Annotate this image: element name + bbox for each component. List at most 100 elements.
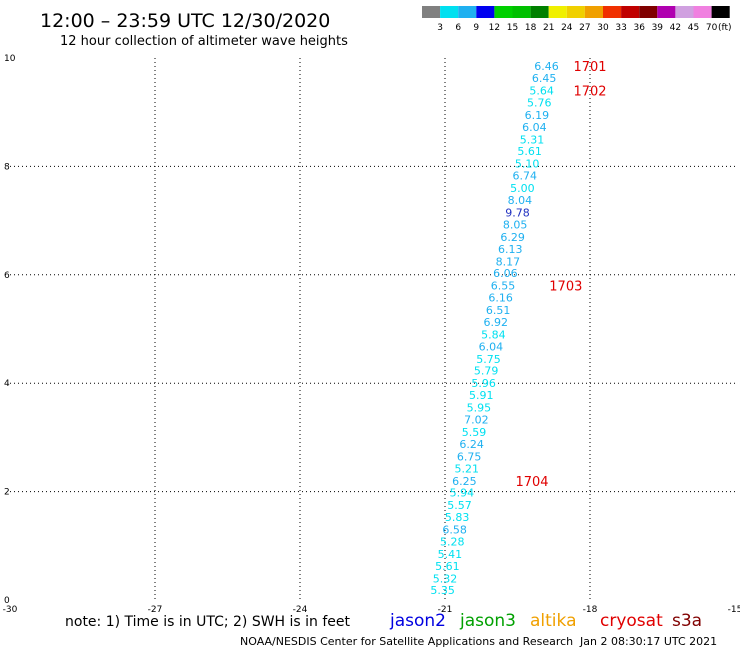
wave-height-point: 6.92 (484, 316, 509, 329)
wave-height-point: 6.46 (534, 60, 559, 73)
legend-swatch (494, 6, 513, 18)
time-annotation: 1701 (573, 60, 606, 75)
satellite-label-jason3: jason3 (459, 611, 516, 631)
wave-height-point: 6.29 (500, 231, 525, 244)
wave-height-point: 8.04 (508, 194, 533, 207)
legend-swatch (530, 6, 549, 18)
wave-height-point: 5.31 (520, 133, 545, 146)
legend-label: 36 (633, 23, 645, 33)
satellite-label-cryosat: cryosat (600, 611, 663, 631)
legend-swatch (639, 6, 658, 18)
legend-swatch (548, 6, 567, 18)
legend-unit: (ft) (718, 23, 732, 33)
wave-height-point: 6.74 (513, 170, 538, 183)
x-tick-label: -30 (3, 605, 18, 615)
wave-height-point: 5.10 (515, 158, 540, 171)
y-tick-label: 6 (4, 271, 10, 281)
legend-label: 18 (525, 23, 537, 33)
legend-label: 39 (652, 23, 664, 33)
y-tick-label: 8 (4, 162, 10, 172)
legend-label: 9 (473, 23, 479, 33)
wave-height-point: 6.58 (442, 524, 467, 537)
wave-height-point: 5.61 (517, 145, 542, 158)
wave-height-point: 5.61 (435, 560, 460, 573)
y-tick-label: 4 (4, 379, 10, 389)
y-tick-label: 2 (4, 488, 10, 498)
legend-swatch (675, 6, 694, 18)
wave-height-point: 5.95 (467, 402, 492, 415)
satellite-label-jason2: jason2 (389, 611, 446, 631)
legend-label: 15 (507, 23, 518, 33)
legend-label: 6 (455, 23, 461, 33)
x-tick-label: -24 (293, 605, 308, 615)
wave-height-point: 5.59 (462, 426, 487, 439)
legend-label: 27 (579, 23, 590, 33)
footer-timestamp: Jan 2 08:30:17 UTC 2021 (579, 635, 717, 648)
legend-label: 45 (688, 23, 699, 33)
data-points: 6.466.455.645.766.196.045.315.615.106.74… (430, 60, 558, 597)
wave-height-point: 5.84 (481, 328, 506, 341)
wave-height-point: 6.24 (459, 438, 484, 451)
time-annotation: 1703 (549, 280, 582, 295)
satellite-label-altika: altika (530, 611, 577, 631)
wave-height-point: 5.94 (450, 487, 475, 500)
wave-height-point: 6.75 (457, 450, 482, 463)
wave-height-point: 5.35 (430, 584, 455, 597)
y-tick-label: 0 (4, 596, 10, 606)
wave-height-point: 6.55 (491, 280, 516, 293)
legend-swatch (476, 6, 495, 18)
wave-height-point: 5.00 (510, 182, 535, 195)
plot-grid (10, 58, 735, 600)
x-tick-label: -15 (728, 605, 740, 615)
wave-height-point: 5.64 (529, 85, 554, 98)
footer-credit: NOAA/NESDIS Center for Satellite Applica… (240, 635, 573, 648)
legend-label: 21 (543, 23, 554, 33)
wave-height-point: 8.17 (496, 255, 521, 268)
satellite-legend: jason2 jason3 altika cryosat s3a (389, 611, 702, 631)
legend-swatch (693, 6, 712, 18)
color-legend: 3 6 9 12 15 18 21 24 27 30 33 36 39 42 45 70 (ft) (422, 6, 732, 33)
chart-title: 12:00 – 23:59 UTC 12/30/2020 (40, 10, 330, 32)
legend-label: 42 (670, 23, 681, 33)
axis-tick-labels: -30 -27 -24 -21 -18 -15 0 2 4 6 8 10 (3, 54, 740, 615)
time-annotations: 1701 1702 1703 1704 (515, 60, 606, 490)
wave-height-point: 6.13 (498, 243, 523, 256)
legend-swatch (440, 6, 459, 18)
legend-swatch (603, 6, 622, 18)
wave-height-point: 6.04 (522, 121, 547, 134)
wave-height-point: 5.76 (527, 96, 552, 109)
wave-height-point: 5.32 (433, 572, 458, 585)
wave-height-point: 5.75 (476, 353, 501, 366)
wave-height-point: 5.41 (438, 548, 463, 561)
legend-label: 33 (615, 23, 626, 33)
wave-height-point: 6.16 (488, 292, 513, 305)
x-tick-label: -27 (148, 605, 163, 615)
wave-height-point: 5.57 (447, 499, 472, 512)
wave-height-point: 5.21 (455, 462, 480, 475)
wave-height-point: 6.04 (479, 340, 504, 353)
legend-swatch (512, 6, 531, 18)
x-tick-label: -21 (438, 605, 453, 615)
y-tick-label: 10 (4, 54, 16, 64)
x-tick-label: -18 (583, 605, 598, 615)
wave-height-point: 6.19 (525, 109, 550, 122)
legend-swatch (711, 6, 730, 18)
legend-swatch (621, 6, 640, 18)
legend-label: 24 (561, 23, 573, 33)
wave-height-point: 5.96 (471, 377, 496, 390)
legend-swatch (584, 6, 603, 18)
wave-height-point: 5.28 (440, 535, 465, 548)
time-annotation: 1702 (573, 85, 606, 100)
legend-label: 12 (489, 23, 500, 33)
wave-height-point: 6.45 (532, 72, 557, 85)
footer-note: note: 1) Time is in UTC; 2) SWH is in fe… (65, 614, 351, 630)
wave-height-point: 6.25 (452, 475, 477, 488)
legend-swatch (657, 6, 676, 18)
wave-height-point: 7.02 (464, 414, 489, 427)
legend-label: 70 (706, 23, 718, 33)
wave-height-point: 6.51 (486, 304, 511, 317)
wave-height-point: 5.91 (469, 389, 494, 402)
legend-swatch (422, 6, 441, 18)
chart-subtitle: 12 hour collection of altimeter wave hei… (60, 34, 348, 49)
